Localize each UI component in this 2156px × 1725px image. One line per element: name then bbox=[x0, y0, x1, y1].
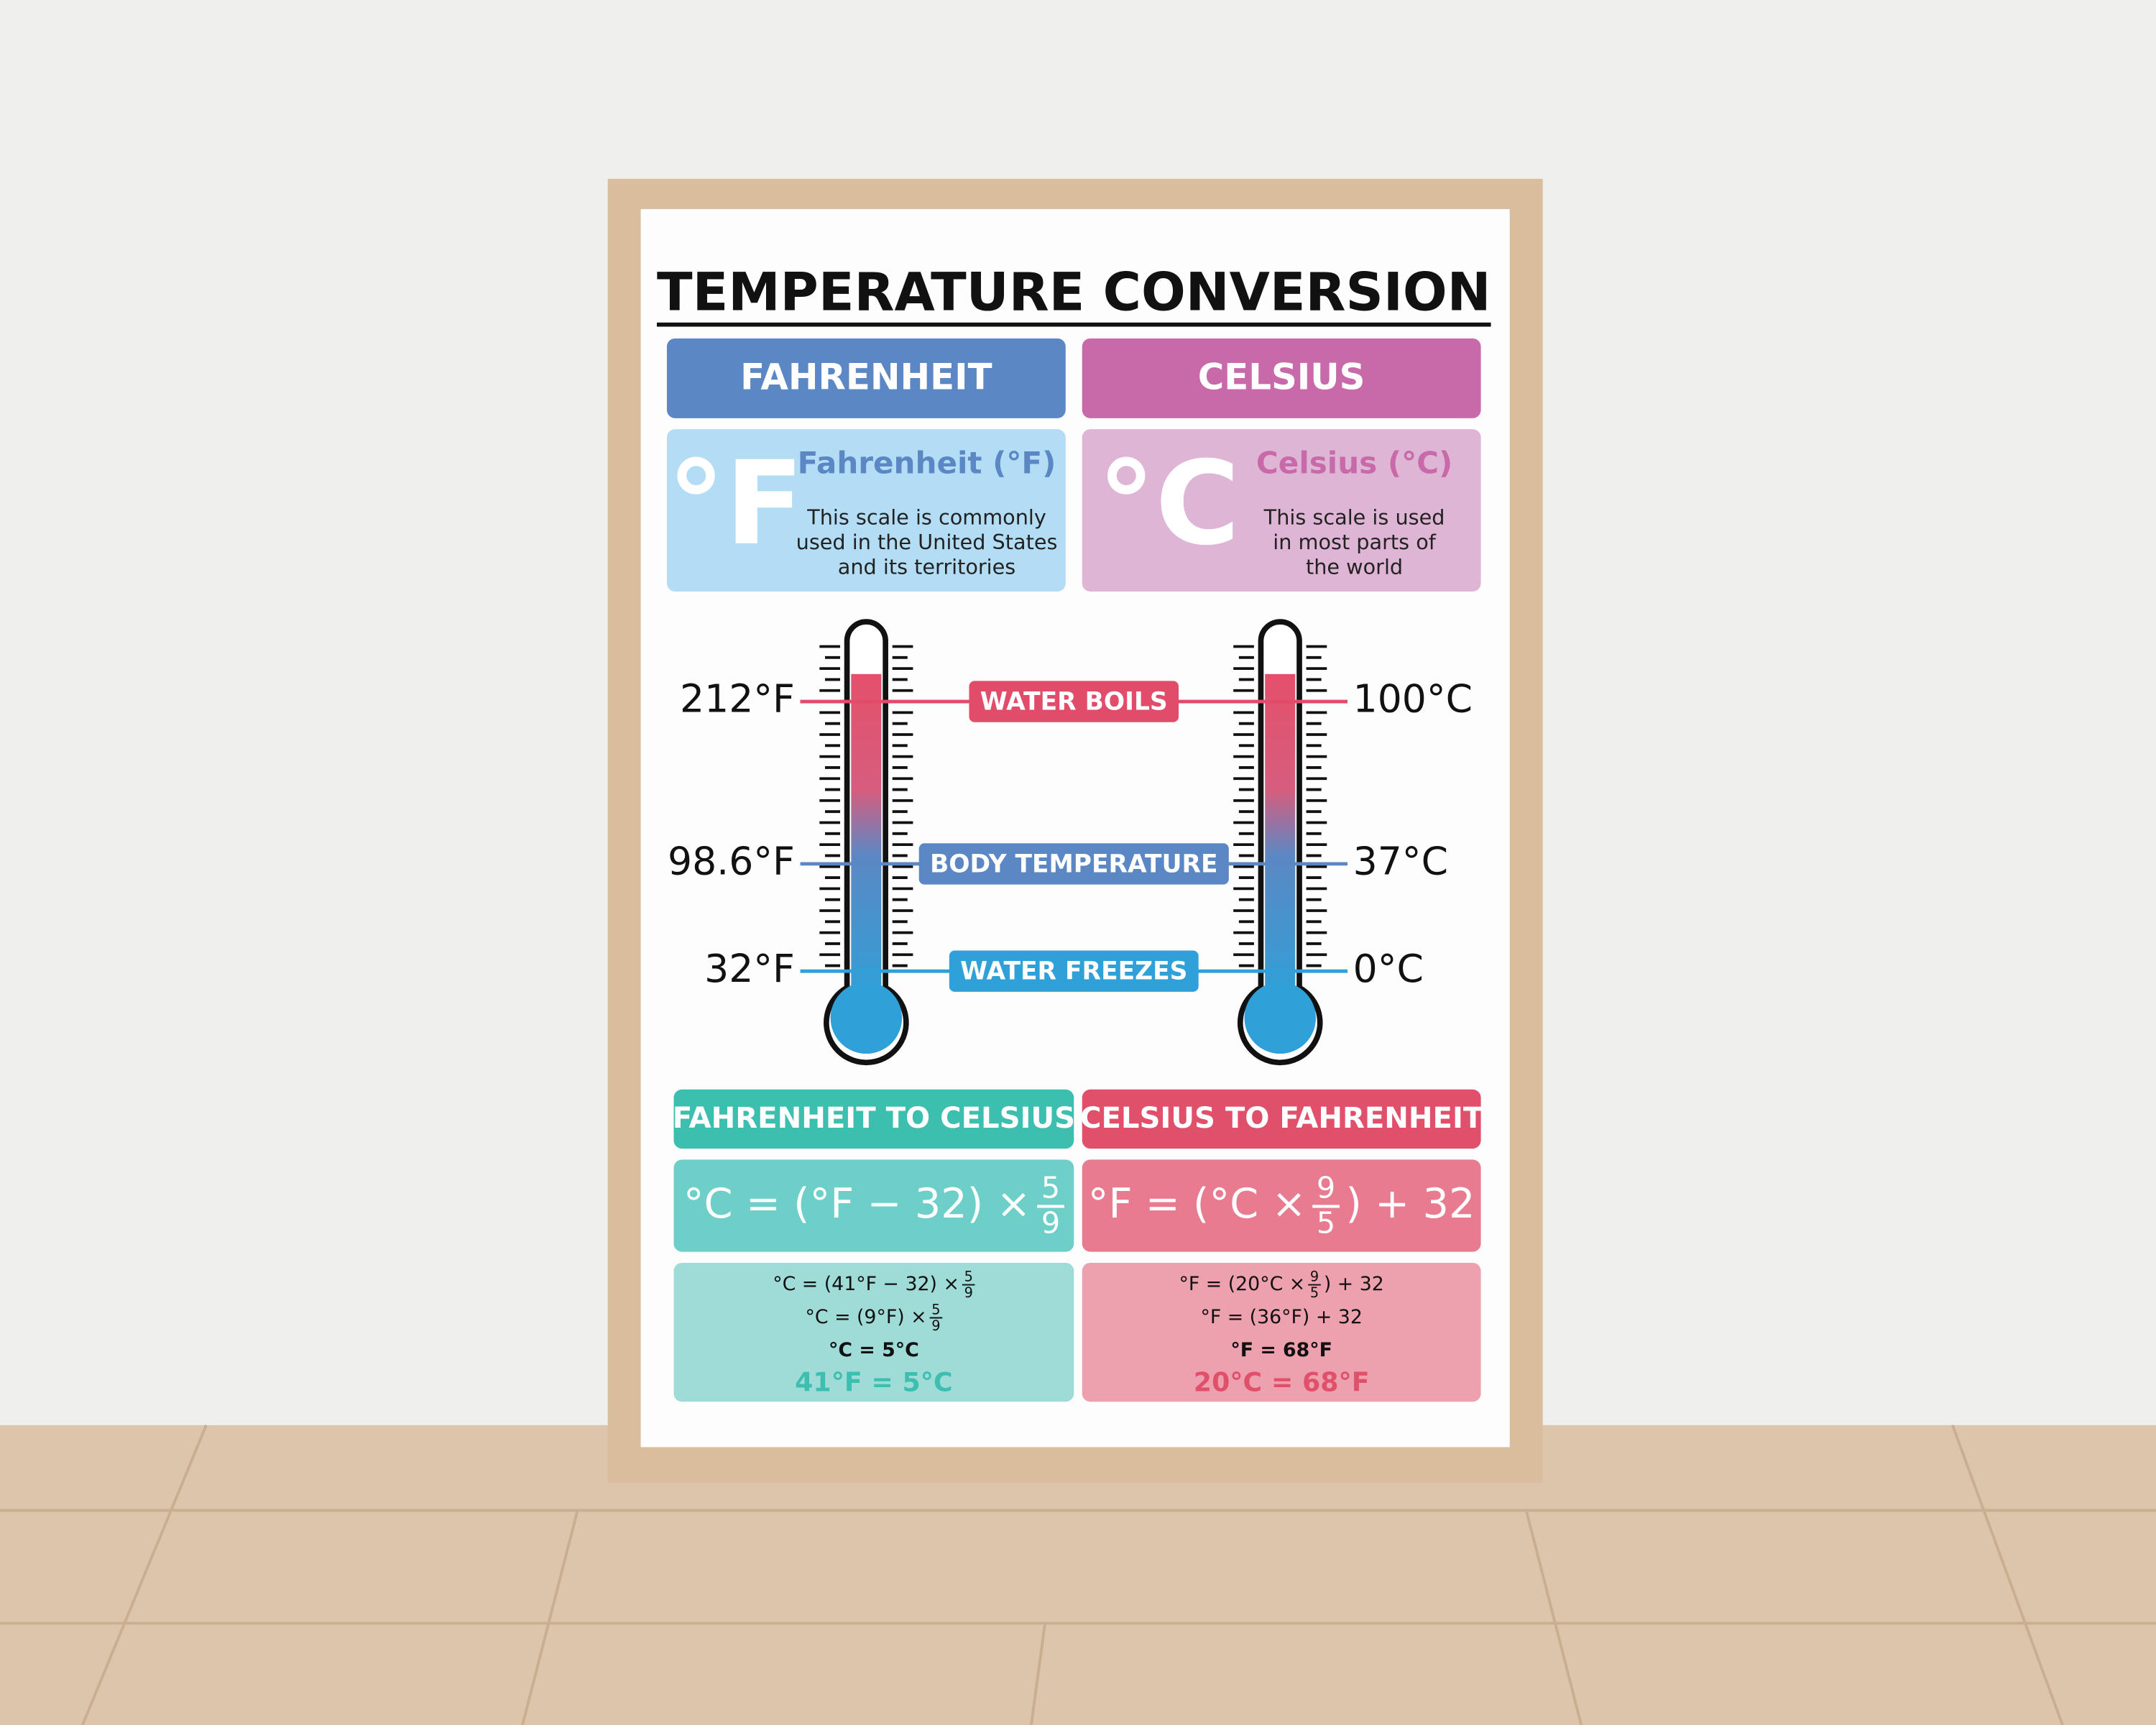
scale-name: Fahrenheit (°F) bbox=[798, 445, 1056, 480]
reference-label: WATER BOILS bbox=[980, 687, 1168, 716]
formula-text: ) + 32 bbox=[1324, 1273, 1384, 1295]
celsius-label: 0°C bbox=[1353, 946, 1424, 991]
example-result: 41°F = 5°C bbox=[795, 1366, 952, 1397]
formula-text: °C = (°F − 32) × bbox=[683, 1179, 1031, 1228]
conversion-header-box bbox=[1082, 1089, 1481, 1149]
formula-text: °C = 5°C bbox=[829, 1339, 919, 1361]
fraction-numerator: 9 bbox=[1310, 1268, 1319, 1284]
thermometer-bulb bbox=[830, 982, 903, 1054]
poster-content: TEMPERATURE CONVERSION FAHRENHEIT °FFahren… bbox=[657, 262, 1491, 1402]
reference-label-box bbox=[949, 950, 1199, 992]
reference-label: BODY TEMPERATURE bbox=[930, 850, 1218, 878]
formula-text: °F = (°C × bbox=[1088, 1179, 1307, 1228]
fraction-numerator: 5 bbox=[1041, 1170, 1060, 1205]
example-box bbox=[673, 1262, 1074, 1402]
scale-symbol: °C bbox=[1097, 436, 1240, 571]
conversion-header: CELSIUS TO FAHRENHEIT bbox=[1080, 1102, 1483, 1135]
fraction-denominator: 5 bbox=[1317, 1205, 1335, 1240]
title: TEMPERATURE CONVERSION bbox=[657, 262, 1491, 323]
scale-header-box bbox=[1082, 338, 1481, 418]
scale-description: and its territories bbox=[838, 554, 1015, 579]
floor-boards bbox=[0, 1425, 2156, 1725]
scale-description: used in the United States bbox=[796, 530, 1058, 554]
scale-description: This scale is commonly bbox=[806, 505, 1046, 530]
fraction-denominator: 9 bbox=[964, 1284, 973, 1301]
example-result: 20°C = 68°F bbox=[1194, 1366, 1370, 1397]
scale-symbol: °F bbox=[668, 436, 804, 571]
celsius-label: 100°C bbox=[1353, 676, 1473, 722]
formula-text: °F = (36°F) + 32 bbox=[1200, 1306, 1362, 1328]
scale-header-box bbox=[666, 338, 1066, 418]
formula-text: °F = (20°C × bbox=[1179, 1273, 1306, 1295]
scale-description: the world bbox=[1306, 554, 1403, 579]
fahrenheit-label: 98.6°F bbox=[668, 839, 795, 884]
fraction-denominator: 9 bbox=[931, 1317, 940, 1334]
reference-label-box bbox=[918, 843, 1229, 885]
formula-text: °F = 68°F bbox=[1230, 1339, 1332, 1361]
conversion-header: FAHRENHEIT TO CELSIUS bbox=[673, 1102, 1075, 1135]
example-box bbox=[1082, 1262, 1481, 1402]
formula-text: °C = (41°F − 32) × bbox=[773, 1273, 959, 1295]
fraction-numerator: 9 bbox=[1317, 1170, 1335, 1205]
reference-label-box bbox=[969, 681, 1179, 722]
scale-description: This scale is used bbox=[1263, 505, 1445, 530]
celsius-label: 37°C bbox=[1353, 839, 1448, 884]
fraction-numerator: 5 bbox=[931, 1301, 940, 1317]
reference-label: WATER FREEZES bbox=[960, 957, 1187, 986]
fraction-denominator: 9 bbox=[1041, 1205, 1060, 1240]
scale-description: in most parts of bbox=[1273, 530, 1436, 554]
formula-box bbox=[1082, 1159, 1481, 1252]
fraction-numerator: 5 bbox=[964, 1268, 973, 1284]
conversion-header-box bbox=[673, 1089, 1074, 1149]
scale-name: Celsius (°C) bbox=[1256, 445, 1452, 480]
formula-text: °C = (9°F) × bbox=[805, 1306, 926, 1328]
scale-header: FAHRENHEIT bbox=[740, 356, 992, 398]
thermometer-bulb bbox=[1244, 982, 1316, 1054]
fahrenheit-label: 32°F bbox=[704, 946, 795, 991]
thermometer-liquid bbox=[1265, 673, 1296, 1005]
formula-text: ) + 32 bbox=[1346, 1179, 1475, 1228]
scale-header: CELSIUS bbox=[1198, 356, 1365, 398]
scale-info-box bbox=[666, 429, 1066, 592]
fahrenheit-label: 212°F bbox=[680, 676, 795, 722]
scale-info-box bbox=[1082, 429, 1481, 592]
fraction-denominator: 5 bbox=[1310, 1284, 1319, 1301]
thermometer-liquid bbox=[851, 673, 882, 1005]
formula-box bbox=[673, 1159, 1074, 1252]
